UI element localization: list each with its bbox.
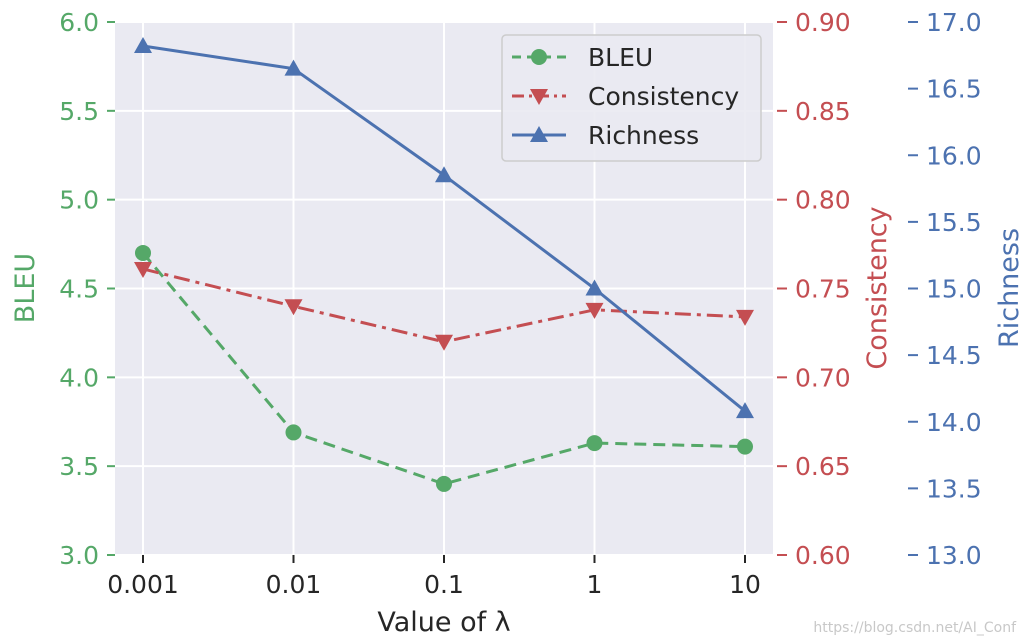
richness-point (435, 166, 453, 183)
consistency-tick-label: 0.90 (795, 8, 851, 37)
richness-axis-label: Richness (994, 228, 1025, 348)
legend-marker-richness (530, 126, 548, 142)
bleu-tick-label: 5.0 (59, 186, 99, 215)
consistency-tick-label: 0.60 (795, 541, 851, 570)
legend-marker-consistency (530, 89, 548, 105)
richness-point (736, 402, 754, 419)
x-tick-label: 0.001 (107, 570, 179, 599)
series-layer (134, 36, 754, 492)
legend-label-bleu: BLEU (588, 43, 653, 72)
legend-label-richness: Richness (588, 121, 699, 150)
richness-tick-label: 16.0 (926, 141, 982, 170)
consistency-point (435, 334, 453, 351)
legend-label-consistency: Consistency (588, 82, 739, 111)
legend-box (501, 34, 762, 162)
bleu-tick-label: 6.0 (59, 8, 99, 37)
bleu-point (285, 424, 302, 441)
richness-tick-label: 13.5 (926, 474, 982, 503)
richness-tick-label: 17.0 (926, 8, 982, 37)
legend-marker-bleu (531, 49, 547, 65)
richness-tick-label: 14.5 (926, 341, 982, 370)
legend: BLEU Consistency Richness (501, 34, 762, 162)
richness-tick-label: 16.5 (926, 75, 982, 104)
richness-point (585, 279, 604, 296)
bleu-line (141, 252, 746, 486)
bleu-point (737, 438, 753, 455)
richness-tick-label: 15.0 (926, 275, 982, 304)
richness-axis: 13.0 13.5 14.0 14.5 15.0 15.5 16.0 16.5 17.0 (908, 8, 982, 570)
consistency-line (142, 267, 746, 344)
richness-tick-label: 15.5 (926, 208, 982, 237)
bleu-axis-label: BLEU (10, 253, 41, 323)
richness-tick-label: 13.0 (926, 541, 982, 570)
bleu-tick-label: 5.5 (59, 97, 99, 126)
richness-tick-label: 14.0 (926, 408, 982, 437)
x-tick-label: 1 (587, 570, 603, 599)
consistency-axis: 0.60 0.65 0.70 0.75 0.80 0.85 0.90 (777, 8, 851, 570)
consistency-axis-label: Consistency (862, 206, 893, 369)
consistency-tick-label: 0.75 (795, 275, 851, 304)
x-tick-label: 0.1 (424, 570, 464, 599)
bleu-tick-label: 4.0 (59, 363, 99, 392)
richness-point (134, 36, 152, 53)
bleu-tick-label: 3.0 (59, 541, 99, 570)
x-axis: 0.001 0.01 0.1 1 10 (107, 555, 761, 599)
watermark: https://blog.csdn.net/AI_Conf (813, 620, 1016, 636)
bleu-tick-label: 4.5 (59, 275, 99, 304)
bleu-tick-label: 3.5 (59, 452, 99, 481)
consistency-tick-label: 0.85 (795, 97, 851, 126)
consistency-tick-label: 0.65 (795, 452, 851, 481)
richness-point (284, 59, 303, 76)
consistency-tick-label: 0.80 (795, 186, 851, 215)
consistency-point (284, 299, 303, 316)
left-axis: 3.0 3.5 4.0 4.5 5.0 5.5 6.0 (59, 8, 115, 570)
x-tick-label: 10 (729, 570, 761, 599)
consistency-point (134, 261, 152, 278)
consistency-tick-label: 0.70 (795, 363, 851, 392)
bleu-point (586, 435, 603, 452)
bleu-point (135, 244, 151, 261)
consistency-point (585, 302, 604, 319)
consistency-point (736, 309, 754, 326)
x-tick-label: 0.01 (266, 570, 322, 599)
x-axis-label: Value of λ (377, 607, 510, 638)
bleu-point (436, 475, 452, 492)
